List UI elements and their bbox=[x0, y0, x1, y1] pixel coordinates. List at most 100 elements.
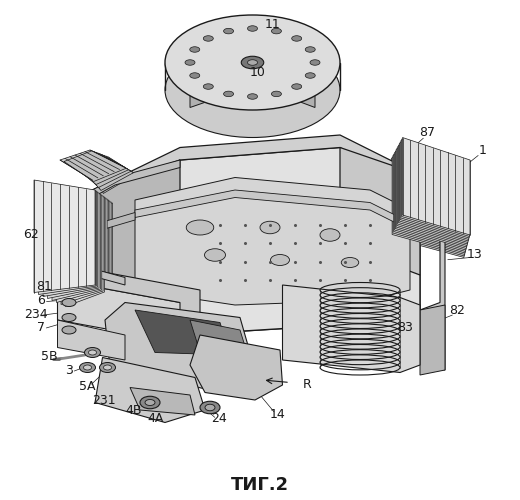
Polygon shape bbox=[58, 320, 125, 360]
Text: 24: 24 bbox=[211, 412, 227, 426]
Ellipse shape bbox=[292, 36, 302, 41]
Text: 10: 10 bbox=[250, 66, 265, 79]
Polygon shape bbox=[84, 154, 132, 189]
Polygon shape bbox=[58, 270, 125, 287]
Polygon shape bbox=[101, 205, 115, 322]
Ellipse shape bbox=[190, 46, 200, 52]
Ellipse shape bbox=[99, 362, 115, 372]
Ellipse shape bbox=[62, 326, 76, 334]
Polygon shape bbox=[391, 160, 464, 258]
Polygon shape bbox=[392, 157, 465, 254]
Polygon shape bbox=[402, 138, 470, 235]
Ellipse shape bbox=[84, 348, 100, 358]
Text: 83: 83 bbox=[397, 321, 413, 334]
Text: 3: 3 bbox=[65, 364, 73, 378]
Polygon shape bbox=[60, 150, 125, 180]
Ellipse shape bbox=[271, 91, 281, 96]
Polygon shape bbox=[394, 154, 465, 252]
Ellipse shape bbox=[165, 42, 340, 138]
Polygon shape bbox=[95, 358, 205, 422]
Text: 82: 82 bbox=[450, 304, 465, 318]
Text: 62: 62 bbox=[23, 228, 39, 241]
Text: 4B: 4B bbox=[126, 404, 142, 417]
Ellipse shape bbox=[145, 400, 155, 406]
Polygon shape bbox=[64, 151, 126, 182]
Polygon shape bbox=[420, 175, 445, 370]
Text: 7: 7 bbox=[37, 321, 45, 334]
Ellipse shape bbox=[200, 401, 220, 414]
Text: 5B: 5B bbox=[41, 350, 57, 363]
Text: 6: 6 bbox=[37, 294, 45, 306]
Polygon shape bbox=[92, 156, 135, 192]
Ellipse shape bbox=[190, 73, 200, 78]
Ellipse shape bbox=[62, 298, 76, 306]
Polygon shape bbox=[93, 160, 180, 302]
Ellipse shape bbox=[260, 221, 280, 234]
Polygon shape bbox=[93, 203, 112, 318]
Polygon shape bbox=[57, 190, 102, 302]
Ellipse shape bbox=[62, 314, 76, 322]
Polygon shape bbox=[135, 178, 410, 305]
Polygon shape bbox=[105, 302, 255, 390]
Polygon shape bbox=[84, 201, 110, 314]
Text: 81: 81 bbox=[36, 280, 52, 293]
Polygon shape bbox=[399, 144, 469, 241]
Polygon shape bbox=[135, 310, 230, 355]
Ellipse shape bbox=[248, 94, 257, 100]
Polygon shape bbox=[340, 148, 420, 275]
Text: 13: 13 bbox=[467, 248, 483, 262]
Polygon shape bbox=[43, 184, 98, 296]
Polygon shape bbox=[58, 270, 200, 332]
Ellipse shape bbox=[271, 28, 281, 34]
Polygon shape bbox=[395, 151, 466, 248]
Text: 4A: 4A bbox=[148, 412, 164, 426]
Polygon shape bbox=[282, 285, 420, 372]
Ellipse shape bbox=[165, 15, 340, 110]
Ellipse shape bbox=[270, 254, 290, 266]
Text: 5A: 5A bbox=[79, 380, 96, 392]
Ellipse shape bbox=[248, 26, 257, 31]
Polygon shape bbox=[398, 146, 467, 244]
Polygon shape bbox=[47, 186, 99, 298]
Polygon shape bbox=[398, 145, 468, 242]
Text: 231: 231 bbox=[92, 394, 116, 407]
Polygon shape bbox=[79, 200, 109, 312]
Polygon shape bbox=[393, 156, 465, 253]
Ellipse shape bbox=[186, 220, 214, 235]
Polygon shape bbox=[392, 158, 464, 256]
Ellipse shape bbox=[204, 248, 226, 261]
Ellipse shape bbox=[203, 36, 213, 41]
Ellipse shape bbox=[241, 56, 264, 68]
Ellipse shape bbox=[248, 60, 257, 65]
Polygon shape bbox=[88, 202, 111, 316]
Polygon shape bbox=[76, 153, 130, 186]
Polygon shape bbox=[34, 180, 95, 292]
Polygon shape bbox=[61, 192, 103, 304]
Text: 1: 1 bbox=[478, 144, 486, 156]
Ellipse shape bbox=[205, 404, 215, 411]
Polygon shape bbox=[72, 152, 128, 184]
Polygon shape bbox=[80, 154, 131, 188]
Polygon shape bbox=[93, 160, 180, 198]
Polygon shape bbox=[130, 388, 195, 415]
Polygon shape bbox=[58, 280, 200, 342]
Polygon shape bbox=[96, 157, 136, 194]
Ellipse shape bbox=[203, 84, 213, 89]
Ellipse shape bbox=[305, 46, 315, 52]
Polygon shape bbox=[93, 275, 420, 335]
Polygon shape bbox=[70, 196, 106, 308]
Polygon shape bbox=[190, 320, 250, 362]
Polygon shape bbox=[397, 148, 467, 246]
Text: 87: 87 bbox=[420, 126, 436, 139]
Polygon shape bbox=[395, 152, 466, 250]
Ellipse shape bbox=[140, 396, 160, 409]
Text: 234: 234 bbox=[24, 308, 48, 320]
Text: 14: 14 bbox=[270, 408, 285, 420]
Polygon shape bbox=[93, 148, 420, 335]
Text: ΤИГ.2: ΤИГ.2 bbox=[231, 476, 289, 494]
Polygon shape bbox=[38, 182, 96, 294]
Polygon shape bbox=[400, 142, 469, 240]
Polygon shape bbox=[396, 150, 467, 247]
Polygon shape bbox=[402, 139, 470, 236]
Polygon shape bbox=[190, 72, 315, 108]
